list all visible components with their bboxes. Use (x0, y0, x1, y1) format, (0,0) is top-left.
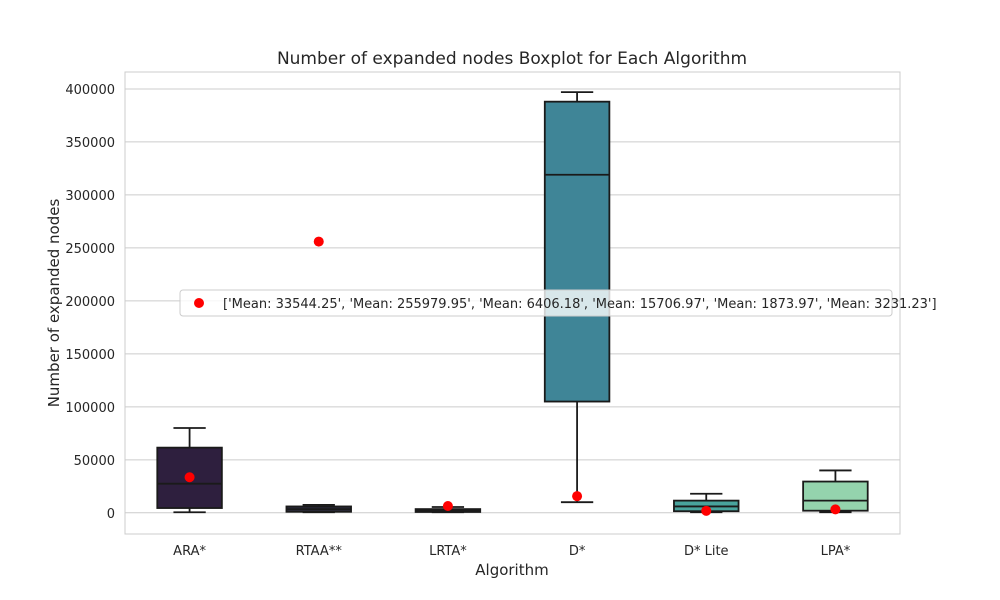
mean-marker (830, 504, 841, 515)
mean-marker (572, 491, 583, 502)
mean-marker (313, 236, 324, 247)
chart-title: Number of expanded nodes Boxplot for Eac… (277, 49, 747, 69)
y-tick-label: 0 (107, 507, 115, 522)
y-tick-label: 350000 (65, 136, 115, 151)
x-tick-label: RTAA** (296, 544, 343, 559)
legend-mean-marker (194, 298, 204, 308)
x-axis-ticks: ARA* RTAA** LRTA* D* D* Lite LPA* (173, 544, 851, 559)
x-tick-label: ARA* (173, 544, 206, 559)
box-group (543, 91, 611, 504)
box-group (156, 427, 223, 514)
mean-marker (184, 472, 195, 483)
x-tick-label: D* (569, 544, 586, 559)
x-axis-label: Algorithm (475, 561, 548, 579)
box-group (802, 469, 869, 515)
y-tick-label: 300000 (65, 189, 115, 204)
x-tick-label: LPA* (821, 544, 851, 559)
box-group (414, 501, 482, 514)
legend-label: ['Mean: 33544.25', 'Mean: 255979.95', 'M… (223, 297, 937, 312)
box-group (285, 236, 352, 514)
box-group (673, 492, 740, 516)
x-tick-label: LRTA* (429, 544, 467, 559)
y-tick-label: 250000 (65, 242, 115, 257)
y-axis-ticks: 0 50000 100000 150000 200000 250000 300000 3500… (65, 83, 115, 522)
box-iqr (543, 100, 611, 403)
mean-marker (442, 501, 453, 512)
y-tick-label: 100000 (65, 401, 115, 416)
y-tick-label: 50000 (74, 454, 115, 469)
x-tick-label: D* Lite (684, 544, 729, 559)
legend-box (179, 289, 893, 317)
y-tick-label: 400000 (65, 83, 115, 98)
y-tick-label: 200000 (65, 295, 115, 310)
y-tick-label: 150000 (65, 348, 115, 363)
plot-frame (124, 71, 901, 535)
legend: ['Mean: 33544.25', 'Mean: 255979.95', 'M… (179, 289, 937, 317)
y-axis-label: Number of expanded nodes (45, 199, 63, 408)
mean-marker (701, 505, 712, 516)
boxes (156, 91, 869, 516)
